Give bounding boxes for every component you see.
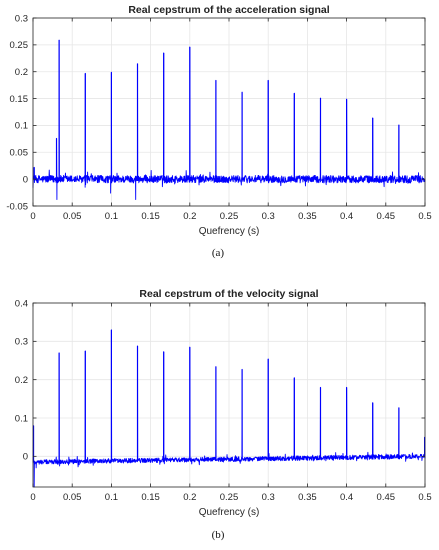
y-tick-label: 0.2 bbox=[15, 375, 28, 386]
x-tick-label: 0.5 bbox=[418, 211, 431, 222]
x-tick-label: 0.4 bbox=[340, 211, 353, 222]
y-tick-label: 0.05 bbox=[10, 148, 29, 159]
series-line bbox=[32, 39, 426, 200]
figure-caption: (a) bbox=[212, 247, 225, 259]
y-tick-label: 0 bbox=[23, 452, 28, 463]
x-tick-label: 0.25 bbox=[220, 492, 239, 503]
acceleration-cepstrum-chart: 0 0.05 0.1 0.15 0.2 0.25 0.3 0.35 0.4 0.45 0.5 -0.0… bbox=[6, 4, 431, 259]
y-tick-label: 0 bbox=[23, 174, 28, 185]
x-tick-label: 0.05 bbox=[63, 492, 82, 503]
series-line bbox=[32, 329, 426, 488]
figure-caption: (b) bbox=[212, 529, 225, 541]
x-tick-label: 0.05 bbox=[63, 211, 82, 222]
x-tick-label: 0.15 bbox=[141, 211, 160, 222]
y-tick-label: -0.05 bbox=[6, 201, 28, 212]
chart-title: Real cepstrum of the velocity signal bbox=[139, 288, 318, 300]
x-tick-label: 0.25 bbox=[220, 211, 239, 222]
x-tick-label: 0.4 bbox=[340, 492, 353, 503]
x-tick-label: 0.1 bbox=[105, 211, 118, 222]
x-tick-label: 0.1 bbox=[105, 492, 118, 503]
x-tick-label: 0.3 bbox=[262, 211, 275, 222]
y-tick-label: 0.1 bbox=[15, 413, 28, 424]
x-tick-label: 0.45 bbox=[377, 492, 396, 503]
peak-marks bbox=[33, 40, 400, 180]
x-tick-label: 0 bbox=[30, 211, 35, 222]
x-axis-label: Quefrency (s) bbox=[199, 507, 260, 518]
velocity-cepstrum-chart: 0 0.05 0.1 0.15 0.2 0.25 0.3 0.35 0.4 0.45 0.5 0 0.1… bbox=[15, 288, 432, 541]
y-tick-label: 0.3 bbox=[15, 13, 28, 24]
y-tick-label: 0.1 bbox=[15, 121, 28, 132]
x-tick-label: 0.35 bbox=[298, 211, 317, 222]
y-tick-label: 0.25 bbox=[10, 40, 29, 51]
chart-title: Real cepstrum of the acceleration signal bbox=[128, 4, 329, 16]
x-tick-label: 0.35 bbox=[298, 492, 317, 503]
y-tick-label: 0.2 bbox=[15, 67, 28, 78]
y-tick-label: 0.15 bbox=[10, 94, 29, 105]
x-axis-label: Quefrency (s) bbox=[199, 226, 260, 237]
y-tick-label: 0.4 bbox=[15, 298, 28, 309]
x-tick-label: 0.5 bbox=[418, 492, 431, 503]
x-tick-label: 0.15 bbox=[141, 492, 160, 503]
x-tick-label: 0.2 bbox=[183, 492, 196, 503]
x-tick-label: 0.45 bbox=[377, 211, 396, 222]
x-tick-label: 0.2 bbox=[183, 211, 196, 222]
x-tick-label: 0 bbox=[30, 492, 35, 503]
peak-marks bbox=[32, 329, 426, 463]
y-tick-label: 0.3 bbox=[15, 337, 28, 348]
x-tick-label: 0.3 bbox=[262, 492, 275, 503]
